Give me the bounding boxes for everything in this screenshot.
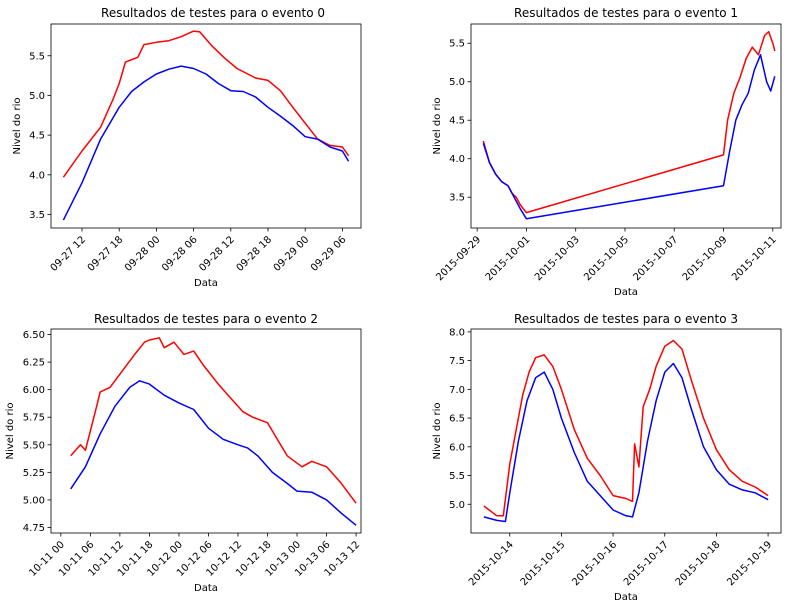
series-line-red [483, 339, 769, 517]
plot-frame [50, 23, 362, 229]
y-tick-label: 8.0 [449, 327, 465, 338]
series-line-red [70, 337, 357, 504]
y-tick-label: 5.75 [23, 413, 45, 424]
y-tick-label: 5.5 [29, 51, 45, 62]
series-lines [70, 337, 357, 526]
y-tick-label: 5.25 [23, 468, 45, 479]
series-line-blue [62, 65, 350, 221]
y-tick-label: 6.0 [449, 442, 465, 453]
y-tick-label: 5.0 [29, 91, 45, 102]
y-tick-label: 6.00 [23, 385, 45, 396]
x-axis-label: Data [194, 583, 218, 594]
plot-frame [470, 23, 782, 229]
y-axis-label: Nivel do rio [5, 403, 16, 460]
y-tick-label: 5.0 [449, 500, 465, 511]
y-tick-label: 5.50 [23, 440, 45, 451]
y-tick-label: 7.0 [449, 385, 465, 396]
series-lines [482, 30, 776, 220]
y-axis-label: Nivel do rio [432, 98, 443, 155]
series-line-blue [70, 380, 357, 526]
y-tick-label: 4.75 [23, 523, 45, 534]
y-tick-label: 4.5 [449, 116, 465, 127]
y-tick-label: 3.5 [29, 210, 45, 221]
y-tick-label: 6.5 [449, 414, 465, 425]
y-tick-label: 6.50 [23, 330, 45, 341]
y-tick-label: 3.5 [449, 193, 465, 204]
plot-frame [50, 328, 362, 534]
y-tick-label: 7.5 [449, 356, 465, 367]
series-lines [483, 339, 769, 523]
chart-title: Resultados de testes para o evento 0 [101, 6, 325, 20]
x-axis-label: Data [614, 592, 638, 603]
y-axis-label: Nivel do rio [432, 403, 443, 460]
chart-title: Resultados de testes para o evento 2 [94, 312, 318, 326]
y-tick-label: 5.5 [449, 471, 465, 482]
y-axis-label: Nivel do rio [12, 98, 23, 155]
series-line-blue [482, 54, 776, 220]
series-line-red [62, 30, 350, 178]
y-tick-label: 5.0 [449, 77, 465, 88]
y-tick-label: 5.5 [449, 39, 465, 50]
y-tick-label: 5.00 [23, 495, 45, 506]
y-tick-label: 4.0 [29, 170, 45, 181]
y-tick-label: 6.25 [23, 358, 45, 369]
plot-frame [470, 328, 782, 534]
chart-title: Resultados de testes para o evento 1 [514, 6, 738, 20]
y-tick-label: 4.5 [29, 131, 45, 142]
y-tick-label: 4.0 [449, 154, 465, 165]
series-lines [62, 30, 350, 221]
x-axis-label: Data [194, 278, 218, 289]
chart-title: Resultados de testes para o evento 3 [514, 312, 738, 326]
x-axis-label: Data [614, 287, 638, 298]
series-line-blue [483, 362, 769, 523]
